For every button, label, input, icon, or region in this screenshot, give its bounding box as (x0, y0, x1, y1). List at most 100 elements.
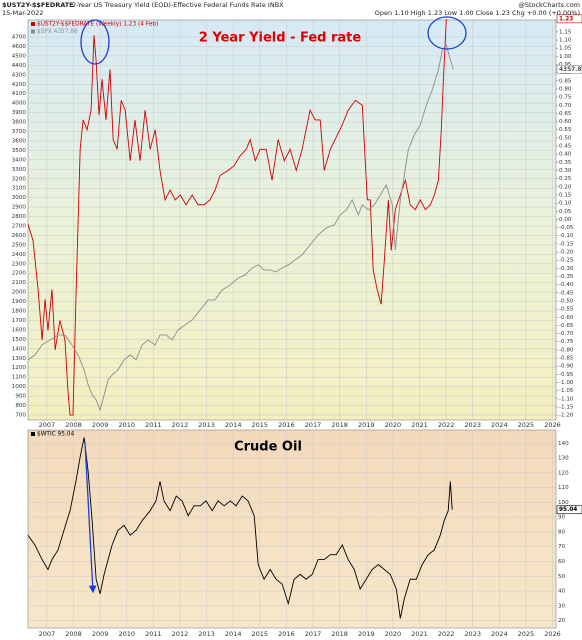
y2-tick-label: -0.05 (559, 225, 574, 231)
y-tick-label: 20 (558, 618, 566, 624)
y2-tick-label: 1.05 (559, 46, 572, 52)
y2-tick-label: -1.20 (559, 413, 574, 419)
last-value-box (556, 14, 582, 24)
y2-tick-label: 0.65 (559, 111, 572, 117)
header-date: 15-Mar-2022 (2, 9, 43, 17)
x-tick-label: 2015 (252, 630, 269, 638)
y2-tick-label: 0.45 (559, 144, 572, 150)
last-value-box (556, 65, 582, 74)
x-tick-label: 2018 (331, 630, 348, 638)
y2-tick-label: -0.30 (559, 266, 574, 272)
last-value-box (556, 505, 582, 515)
y2-tick-label: -0.40 (559, 282, 574, 288)
y-tick-label: 2200 (12, 271, 27, 277)
x-tick-label: 2021 (411, 421, 428, 429)
y-tick-label: 2700 (12, 224, 27, 230)
y2-tick-label: -0.50 (559, 298, 574, 304)
x-tick-label: 2022 (438, 421, 455, 429)
y-tick-label: 3900 (12, 110, 27, 116)
y2-tick-label: -0.60 (559, 315, 574, 321)
y2-tick-label: 0.75 (559, 95, 572, 101)
annotations (80, 16, 467, 594)
y-tick-label: 1800 (12, 309, 27, 315)
x-tick-label: 2018 (331, 421, 348, 429)
highlight-circle (80, 19, 110, 65)
y2-tick-label: -1.15 (559, 404, 574, 410)
plot-background (27, 19, 557, 421)
chart-annotation: 2 Year Yield - Fed rate (199, 31, 362, 46)
header-source: @StockCharts.com (518, 1, 580, 9)
arrow (84, 441, 97, 594)
y-tick-label: 3200 (12, 176, 27, 182)
y-tick-label: 1900 (12, 299, 27, 305)
y-tick-label: 70 (558, 544, 566, 550)
y-tick-label: 2100 (12, 280, 27, 286)
x-tick-label: 2025 (518, 630, 535, 638)
y-tick-label: 1700 (12, 318, 27, 324)
y-tick-label: 1000 (12, 384, 27, 390)
x-tick-label: 2023 (464, 630, 481, 638)
y-tick-label: 4400 (12, 63, 27, 69)
y-tick-label: 30 (558, 603, 566, 609)
chart-annotation: Crude Oil (234, 440, 302, 455)
legend-swatch (31, 22, 35, 26)
y-tick-label: 1500 (12, 337, 27, 343)
y2-tick-label: -1.05 (559, 388, 574, 394)
y2-tick-label: 0.50 (559, 135, 572, 141)
highlight-circle (427, 16, 467, 50)
x-tick-label: 2026 (544, 421, 561, 429)
legend-label: $WTIC 95.04 (37, 432, 74, 438)
y-tick-label: 4700 (12, 35, 27, 41)
y-tick-label: 4500 (12, 53, 27, 59)
y-tick-label: 800 (15, 403, 26, 409)
x-tick-label: 2008 (65, 421, 82, 429)
y2-tick-label: -0.70 (559, 331, 574, 337)
x-tick-label: 2015 (252, 421, 269, 429)
last-value-label: 1.23 (559, 16, 573, 22)
x-tick-label: 2025 (518, 421, 535, 429)
y-tick-label: 2500 (12, 242, 27, 248)
legend-label: $SPX 4357.86 (37, 29, 78, 35)
y2-tick-label: -0.45 (559, 290, 574, 296)
x-tick-label: 2026 (544, 630, 561, 638)
plot-background (27, 429, 557, 629)
x-tick-label: 2017 (305, 421, 322, 429)
y-tick-label: 1600 (12, 327, 27, 333)
y2-tick-label: -0.35 (559, 274, 574, 280)
y-tick-label: 3800 (12, 120, 27, 126)
y2-tick-label: -0.10 (559, 233, 574, 239)
y2-tick-label: -1.10 (559, 396, 574, 402)
y2-tick-label: 0.00 (559, 217, 572, 223)
y-tick-label: 3000 (12, 195, 27, 201)
y-tick-label: 4600 (12, 44, 27, 50)
y2-tick-label: -0.80 (559, 347, 574, 353)
y-tick-label: 2800 (12, 214, 27, 220)
y-tick-label: 3300 (12, 167, 27, 173)
y2-tick-label: -0.95 (559, 372, 574, 378)
y2-tick-label: 0.80 (559, 86, 572, 92)
y-tick-label: 3100 (12, 186, 27, 192)
x-tick-label: 2016 (278, 630, 295, 638)
y-tick-label: 2300 (12, 261, 27, 267)
y2-tick-label: 0.25 (559, 176, 572, 182)
y-tick-label: 700 (15, 412, 26, 418)
x-tick-label: 2010 (118, 421, 135, 429)
x-tick-label: 2023 (464, 421, 481, 429)
x-tick-label: 2024 (491, 421, 508, 429)
y-tick-label: 900 (15, 394, 26, 400)
x-tick-label: 2019 (358, 630, 375, 638)
y2-tick-label: 1.00 (559, 54, 572, 60)
y-tick-label: 130 (558, 456, 569, 462)
y-tick-label: 100 (558, 500, 569, 506)
y-tick-label: 120 (558, 470, 569, 476)
x-tick-label: 2011 (145, 630, 162, 638)
y2-tick-label: 0.35 (559, 160, 572, 166)
series-line (27, 437, 453, 619)
y-tick-label: 3600 (12, 138, 27, 144)
y2-tick-label: 1.10 (559, 38, 572, 44)
y-tick-label: 40 (558, 589, 566, 595)
y-tick-label: 1400 (12, 346, 27, 352)
y2-tick-label: 0.85 (559, 78, 572, 84)
y2-tick-label: 0.55 (559, 127, 572, 133)
